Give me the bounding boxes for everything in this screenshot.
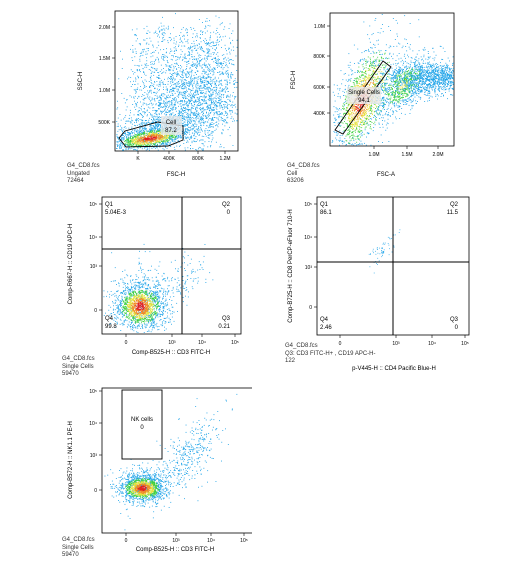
x-tick-label: 1.5M bbox=[401, 152, 412, 158]
plot-cd4-cd8: Q1 86.1 Q2 11.5 Q4 2.46 Q3 0 0 10³ 10⁴ 1… bbox=[288, 196, 470, 372]
y-tick-label: 600K bbox=[313, 85, 325, 91]
event-count: 59470 bbox=[62, 552, 79, 558]
file-name: G4_CD8.fcs bbox=[287, 163, 320, 169]
y-tick-label: 10⁴ bbox=[89, 421, 97, 427]
quadrant-value: 0.21 bbox=[218, 324, 230, 330]
x-tick-label: 10⁴ bbox=[198, 340, 206, 346]
x-axis-label: FSC-A bbox=[377, 172, 395, 178]
quadrant-value: 5.04E-3 bbox=[105, 210, 127, 216]
plot-fsc-ssc: Cell 87.2 K 400K 800K 1.2M 500K 1.0M 1.5… bbox=[78, 10, 239, 178]
quadrant-name: Q2 bbox=[222, 202, 231, 208]
x-tick-label: 0 bbox=[125, 538, 128, 544]
file-name: G4_CD8.fcs bbox=[62, 356, 95, 362]
y-tick-label: 10⁴ bbox=[89, 235, 97, 241]
quadrant-value: 0 bbox=[227, 210, 231, 216]
x-tick-label: 10³ bbox=[168, 340, 176, 346]
y-tick-label: 0 bbox=[309, 305, 312, 311]
y-tick-label: 10⁵ bbox=[89, 389, 97, 395]
x-tick-label: 10⁵ bbox=[461, 341, 469, 347]
file-name: G4_CD8.fcs bbox=[285, 343, 318, 349]
cell-gate-value: 87.2 bbox=[165, 128, 177, 134]
y-tick-label: 500K bbox=[98, 120, 110, 126]
y-tick-label: 1.0M bbox=[99, 88, 110, 94]
plot-cd3-nk11: NK cells 0 0 10³ 10⁴ 10⁵ 0 10³ 10⁴ 10⁵ C… bbox=[68, 387, 252, 553]
y-tick-label: 10³ bbox=[90, 453, 98, 459]
nk-cells-gate[interactable] bbox=[121, 389, 163, 460]
quadrant-name: Q2 bbox=[450, 202, 459, 208]
x-tick-label: 10⁴ bbox=[207, 538, 215, 544]
x-axis-label: FSC-H bbox=[167, 172, 185, 178]
quadrant-name: Q4 bbox=[320, 317, 329, 323]
y-tick-label: 10⁵ bbox=[304, 202, 312, 208]
y-axis-label: FSC-H bbox=[291, 71, 297, 89]
y-axis-label: Comp-R667-H :: CD19 APC-H bbox=[68, 224, 74, 305]
file-name: G4_CD8.fcs bbox=[62, 537, 95, 543]
x-tick-label: 2.0M bbox=[432, 152, 443, 158]
quadrant-name: Q1 bbox=[105, 202, 114, 208]
population-name: Single Cells bbox=[62, 363, 94, 370]
cell-gate-name: Cell bbox=[166, 120, 176, 126]
x-tick-label: 10⁵ bbox=[231, 340, 239, 346]
y-axis-label: Comp-B572-H :: NK1.1 PE-H bbox=[68, 421, 74, 499]
y-tick-label: 0 bbox=[94, 488, 97, 494]
plot-cd3-cd19: Q1 5.04E-3 Q2 0 Q4 99.8 Q3 0.21 0 10³ 10… bbox=[68, 196, 242, 356]
x-tick-label: 10⁴ bbox=[428, 341, 436, 347]
x-tick-label: 10⁵ bbox=[240, 538, 248, 544]
single-cells-gate-name: Single Cells bbox=[348, 90, 380, 96]
x-tick-label: 10³ bbox=[392, 341, 400, 347]
y-axis-label: Comp-B725-H :: CD8 PerCP-eFluor 710-H bbox=[288, 209, 294, 322]
caption-plot2: G4_CD8.fcs Cell 63206 bbox=[287, 163, 320, 186]
event-count: 63206 bbox=[287, 178, 304, 184]
x-tick-label: 400K bbox=[163, 156, 175, 162]
event-count: 122 bbox=[285, 358, 296, 364]
population-name: Ungated bbox=[67, 170, 90, 177]
quadrant-value: 86.1 bbox=[320, 210, 332, 216]
y-tick-label: 10⁴ bbox=[304, 235, 312, 241]
x-axis-label: Comp-B525-H :: CD3 FITC-H bbox=[132, 350, 210, 356]
y-tick-label: 10⁵ bbox=[89, 202, 97, 208]
y-axis-label: SSC-H bbox=[78, 72, 84, 91]
y-tick-label: 400K bbox=[313, 111, 325, 117]
event-count: 72464 bbox=[67, 178, 84, 184]
single-cells-gate-value: 94.1 bbox=[358, 98, 370, 104]
x-tick-label: 1.2M bbox=[219, 156, 230, 162]
quadrant-name: Q3 bbox=[222, 316, 231, 322]
plot-fsca-fsch: Single Cells 94.1 1.0M 1.5M 2.0M 400K 60… bbox=[291, 12, 455, 178]
x-axis-label: p-V445-H :: CD4 Pacific Blue-H bbox=[352, 366, 436, 372]
x-tick-label: 10³ bbox=[172, 538, 180, 544]
y-tick-label: 10³ bbox=[90, 264, 98, 270]
quadrant-value: 2.46 bbox=[320, 325, 332, 331]
cell-gate[interactable] bbox=[118, 121, 184, 148]
y-tick-label: 2.0M bbox=[99, 25, 110, 31]
quadrant-name: Q4 bbox=[105, 316, 114, 322]
quadrant-name: Q1 bbox=[320, 202, 329, 208]
population-name: Single Cells bbox=[62, 544, 94, 551]
y-tick-label: 10³ bbox=[305, 265, 313, 271]
caption-plot4: G4_CD8.fcs Q3: CD3 FITC-H+ , CD19 APC-H-… bbox=[285, 343, 376, 366]
x-tick-label: 0 bbox=[339, 341, 342, 347]
caption-plot5: G4_CD8.fcs Single Cells 59470 bbox=[62, 537, 95, 560]
nk-cells-gate-value: 0 bbox=[140, 425, 144, 431]
caption-plot3: G4_CD8.fcs Single Cells 59470 bbox=[62, 356, 95, 379]
quadrant-value: 99.8 bbox=[105, 324, 117, 330]
x-tick-label: 800K bbox=[192, 156, 204, 162]
quadrant-name: Q3 bbox=[450, 317, 459, 323]
x-axis-label: Comp-B525-H :: CD3 FITC-H bbox=[136, 547, 214, 553]
x-tick-label: K bbox=[136, 156, 140, 162]
caption-plot1: G4_CD8.fcs Ungated 72464 bbox=[67, 163, 100, 186]
quadrant-value: 11.5 bbox=[447, 210, 459, 216]
x-tick-label: 0 bbox=[125, 340, 128, 346]
quadrant-value: 0 bbox=[455, 325, 459, 331]
file-name: G4_CD8.fcs bbox=[67, 163, 100, 169]
event-count: 59470 bbox=[62, 371, 79, 377]
y-tick-label: 1.5M bbox=[99, 56, 110, 62]
y-tick-label: 0 bbox=[94, 308, 97, 314]
y-tick-label: 800K bbox=[313, 54, 325, 60]
single-cells-gate[interactable] bbox=[334, 60, 392, 135]
y-tick-label: 1.0M bbox=[314, 24, 325, 30]
population-name: Q3: CD3 FITC-H+ , CD19 APC-H- bbox=[285, 350, 376, 357]
population-name: Cell bbox=[287, 170, 298, 177]
nk-cells-gate-name: NK cells bbox=[131, 417, 153, 423]
x-tick-label: 1.0M bbox=[368, 152, 379, 158]
